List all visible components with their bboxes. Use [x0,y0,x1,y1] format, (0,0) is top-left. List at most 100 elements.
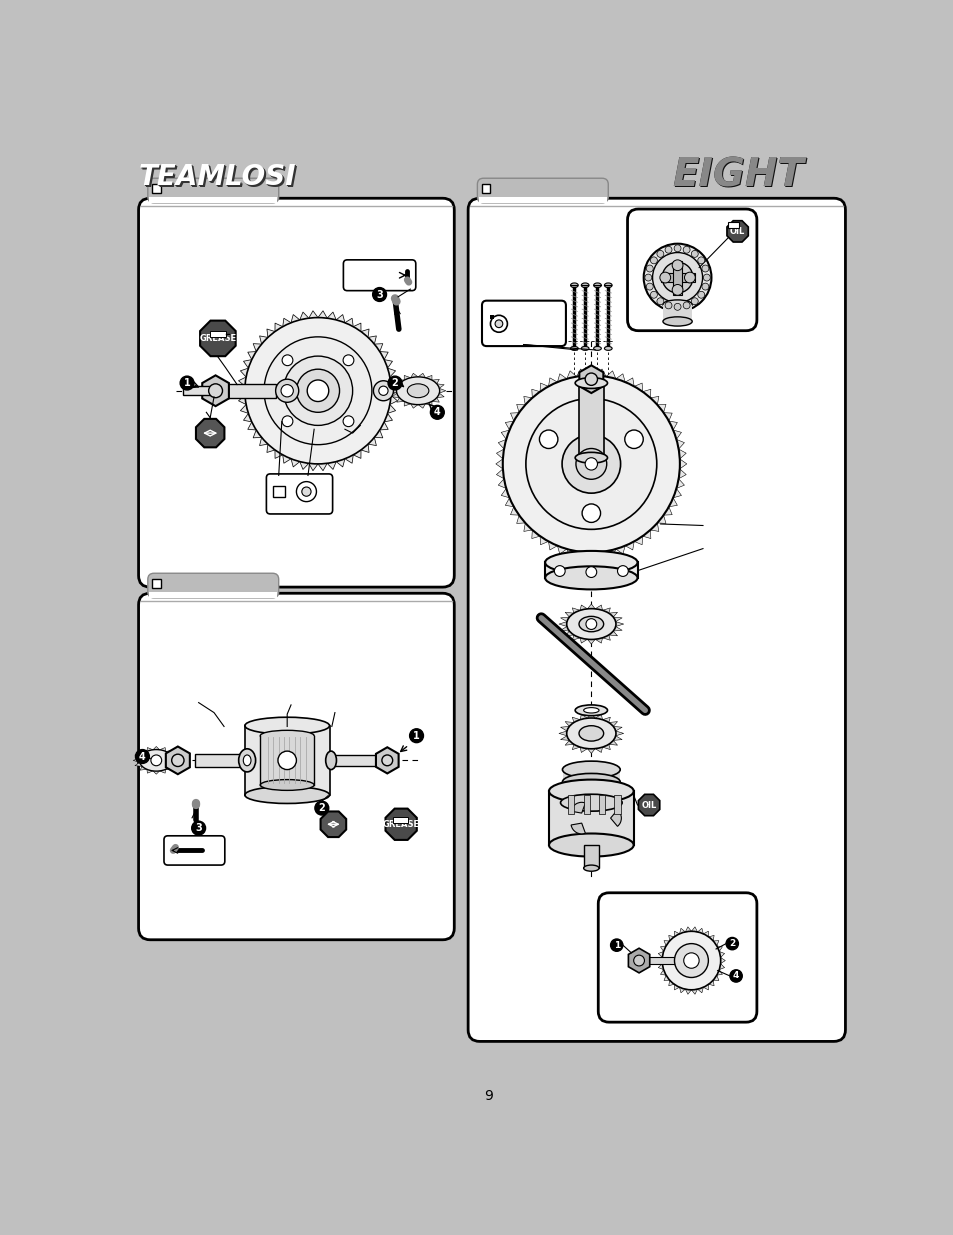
Polygon shape [595,605,602,610]
Polygon shape [385,809,416,840]
Polygon shape [560,626,569,631]
Polygon shape [432,398,439,403]
Ellipse shape [548,834,633,857]
Polygon shape [436,393,444,398]
Text: 2: 2 [391,378,398,388]
Polygon shape [702,931,708,937]
Polygon shape [691,926,697,932]
Polygon shape [684,989,691,994]
Polygon shape [557,374,566,382]
FancyBboxPatch shape [138,593,454,940]
Polygon shape [679,987,684,993]
Ellipse shape [260,779,314,790]
Ellipse shape [583,864,598,871]
Text: 4: 4 [434,408,440,417]
Circle shape [672,284,682,295]
Ellipse shape [583,708,598,713]
Polygon shape [558,731,566,736]
Polygon shape [259,437,268,446]
Polygon shape [596,551,605,558]
Polygon shape [564,613,574,618]
Bar [578,383,603,461]
Polygon shape [595,637,602,643]
Polygon shape [595,747,602,752]
Polygon shape [579,714,587,720]
Ellipse shape [407,384,429,398]
Polygon shape [417,404,425,409]
Polygon shape [657,404,665,412]
Polygon shape [510,412,518,421]
Ellipse shape [396,377,439,405]
Ellipse shape [245,718,329,734]
Ellipse shape [490,315,507,332]
Polygon shape [678,469,685,479]
Bar [213,384,275,398]
Polygon shape [299,312,309,320]
Bar [614,795,620,814]
Polygon shape [679,929,684,934]
Polygon shape [624,378,634,387]
Ellipse shape [578,616,603,632]
Bar [478,196,606,203]
Polygon shape [595,714,602,720]
Polygon shape [133,758,139,762]
Circle shape [561,435,620,493]
Circle shape [674,304,680,310]
Bar [639,957,689,965]
Polygon shape [613,618,621,621]
Polygon shape [360,445,369,452]
Polygon shape [159,769,166,773]
Circle shape [585,567,596,578]
Polygon shape [425,375,432,380]
Polygon shape [140,751,147,755]
Bar [330,755,377,766]
Polygon shape [238,377,246,387]
Circle shape [584,373,597,385]
Polygon shape [663,976,669,981]
Ellipse shape [575,452,607,463]
Text: OIL: OIL [729,227,744,236]
FancyBboxPatch shape [266,474,333,514]
Polygon shape [171,762,177,767]
Text: 2: 2 [318,803,325,813]
Text: EIGHT: EIGHT [671,156,802,194]
Ellipse shape [238,748,255,772]
Circle shape [702,274,710,282]
Polygon shape [392,393,399,398]
Polygon shape [668,935,674,941]
Polygon shape [663,412,672,421]
Polygon shape [159,747,166,751]
Bar [393,816,408,823]
Bar [273,487,285,496]
Bar [544,562,637,578]
Polygon shape [387,368,395,377]
Circle shape [645,283,653,290]
Circle shape [644,274,651,282]
Polygon shape [404,375,411,380]
Circle shape [697,257,704,264]
Polygon shape [425,401,432,406]
Polygon shape [657,515,665,524]
Circle shape [314,802,329,815]
Polygon shape [548,378,557,387]
Circle shape [282,354,293,366]
Polygon shape [238,395,246,404]
Polygon shape [708,935,714,941]
Circle shape [585,619,596,630]
FancyBboxPatch shape [468,199,844,1041]
Polygon shape [613,726,621,731]
Polygon shape [564,631,574,636]
Polygon shape [684,926,691,932]
Polygon shape [360,329,369,337]
FancyBboxPatch shape [481,300,565,346]
Polygon shape [697,987,702,993]
Circle shape [378,387,388,395]
Polygon shape [615,621,623,626]
Circle shape [682,246,689,253]
Circle shape [650,257,657,264]
Circle shape [729,969,741,982]
Polygon shape [335,315,345,322]
Ellipse shape [260,730,314,741]
Polygon shape [608,741,617,745]
Polygon shape [587,748,595,753]
